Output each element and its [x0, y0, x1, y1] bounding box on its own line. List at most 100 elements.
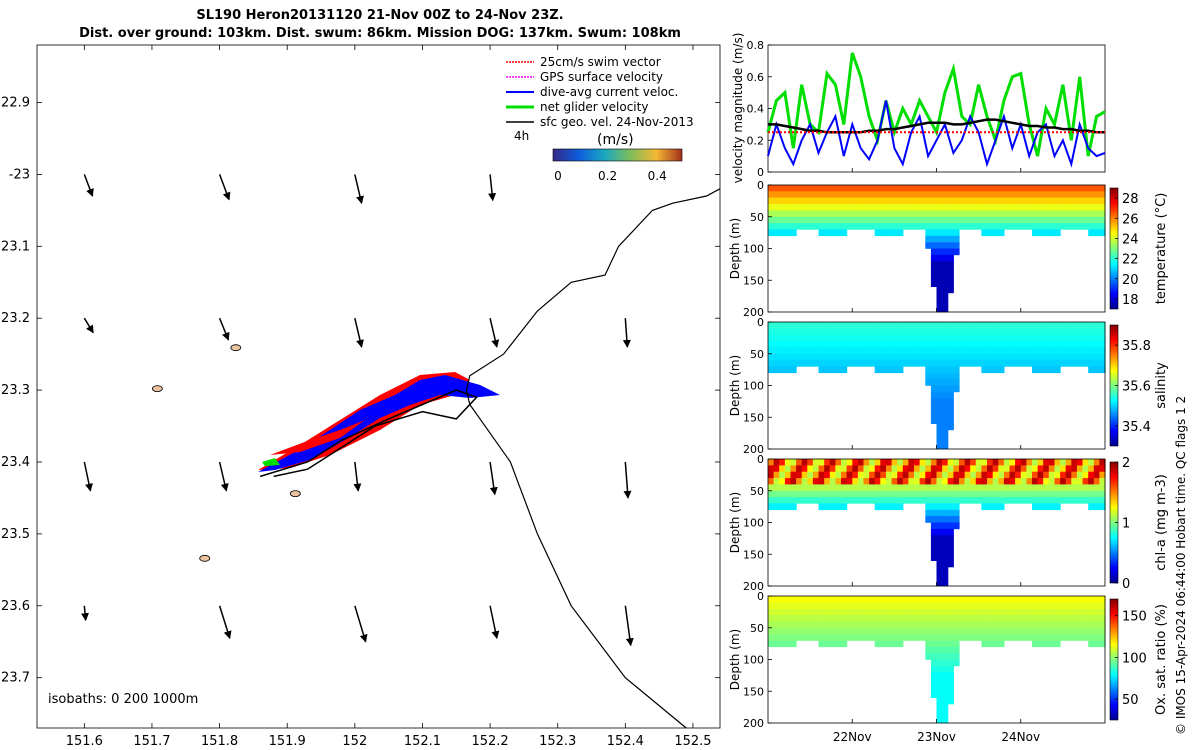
section-cell — [1082, 459, 1089, 466]
section-cell — [930, 684, 938, 692]
section-cell — [857, 204, 865, 211]
section-cell — [1060, 191, 1067, 198]
section-cell — [824, 490, 831, 498]
section-cell — [779, 484, 786, 492]
section-cell — [1043, 185, 1050, 192]
section-cell — [925, 185, 932, 192]
section-cell — [1026, 465, 1033, 472]
section-cell — [796, 191, 803, 198]
section-cell — [970, 615, 977, 622]
section-cell — [959, 197, 966, 205]
section-cell — [936, 404, 943, 412]
section-cell — [908, 608, 915, 616]
section-cell — [947, 615, 954, 622]
section-cell — [1065, 216, 1072, 224]
section-cell — [1043, 640, 1050, 648]
section-cell — [1093, 334, 1100, 342]
section-cell — [852, 347, 859, 355]
section-cell — [784, 334, 792, 342]
section-cell — [1065, 347, 1072, 355]
section-cell — [863, 634, 870, 641]
section-cell — [824, 341, 831, 348]
section-cell — [779, 360, 786, 367]
section-cell — [964, 621, 971, 629]
geo-velocity-arrow — [489, 318, 500, 348]
section-cell — [1076, 185, 1084, 192]
section-cell — [1048, 210, 1055, 217]
section-cell — [818, 465, 825, 472]
section-cell — [902, 185, 909, 192]
section-cell — [863, 322, 870, 329]
section-cell — [975, 322, 982, 329]
section-cell — [818, 210, 825, 217]
section-cell — [796, 185, 803, 192]
map-x-tick-label: 152.5 — [674, 734, 711, 749]
section-cell — [947, 372, 954, 380]
section-cell — [970, 334, 977, 342]
section-cell — [936, 573, 943, 580]
section-cell — [947, 286, 954, 294]
section-cell — [936, 185, 943, 192]
section-cell — [801, 210, 808, 217]
section-cell — [796, 627, 803, 635]
section-cell — [891, 347, 898, 355]
section-cell — [1009, 627, 1016, 635]
section-cell — [1015, 341, 1022, 348]
section-cell — [970, 223, 977, 230]
section-cell — [947, 267, 954, 275]
legend-sfc-label: sfc geo. vel. 24-Nov-2013 — [540, 115, 694, 129]
section-cell — [801, 185, 808, 192]
section-cell — [925, 640, 932, 648]
section-cell — [1015, 608, 1022, 616]
section-cell — [992, 634, 999, 641]
section-cell — [1009, 322, 1016, 329]
section-cell — [1037, 471, 1044, 479]
section-cell — [964, 341, 971, 348]
section-cell — [1020, 627, 1027, 635]
section-cell — [1076, 608, 1084, 616]
section-cell — [1043, 347, 1050, 355]
section-cell — [1093, 216, 1100, 224]
section-cell — [835, 602, 842, 610]
section-cell — [942, 423, 949, 431]
section-y-tick-label: 150 — [743, 274, 764, 287]
section-cell — [807, 353, 814, 361]
section-cell — [880, 478, 887, 485]
section-cell — [959, 497, 966, 504]
section-cell — [1043, 621, 1050, 629]
section-cell — [1026, 602, 1033, 610]
section-cell — [942, 615, 949, 622]
geo-velocity-arrow — [624, 605, 634, 647]
section-cell — [1015, 478, 1022, 485]
section-cell — [953, 223, 960, 230]
section-cell — [779, 204, 786, 211]
section-cell — [970, 204, 977, 211]
section-cell — [1088, 634, 1095, 641]
section-cell — [807, 484, 814, 492]
section-cell — [947, 659, 954, 667]
section-cell — [1032, 490, 1039, 498]
section-cell — [930, 235, 938, 243]
section-cell — [998, 204, 1005, 211]
section-cell — [1076, 347, 1084, 355]
section-cell — [852, 596, 859, 603]
section-cell — [942, 710, 949, 717]
section-cell — [880, 621, 887, 629]
section-cell — [1037, 341, 1044, 348]
section-y-label: Depth (m) — [728, 218, 742, 279]
section-cell — [1009, 353, 1016, 361]
map-x-tick-label: 151.7 — [133, 734, 170, 749]
section-cell — [998, 223, 1005, 230]
section-cell — [773, 627, 780, 635]
section-cell — [914, 204, 921, 211]
section-cell — [796, 197, 803, 205]
section-cell — [1026, 634, 1033, 641]
section-cell — [841, 197, 848, 205]
section-cell — [1043, 328, 1050, 335]
section-cell — [773, 640, 780, 648]
section-cell — [1099, 191, 1106, 198]
section-cell — [886, 627, 893, 635]
colorbar-tick-label: 35.8 — [1122, 339, 1151, 354]
section-cell — [1060, 328, 1067, 335]
